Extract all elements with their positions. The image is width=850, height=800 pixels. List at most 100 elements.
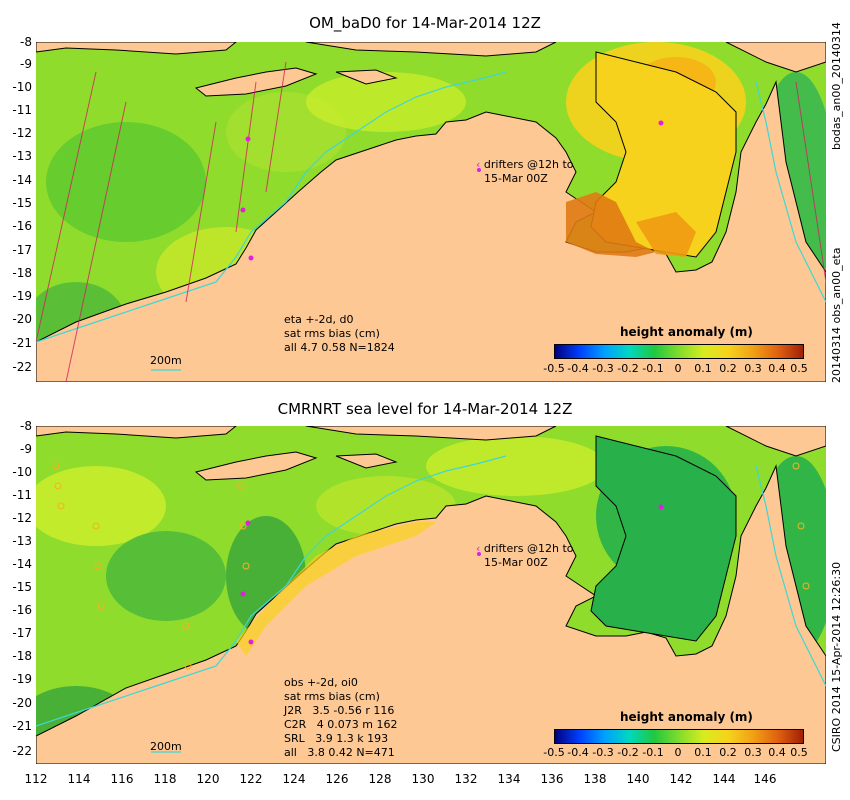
top-ylab: -19 xyxy=(12,289,32,303)
top-cbar-tick: 0.5 xyxy=(790,362,808,375)
bottom-ylab: -10 xyxy=(12,465,32,479)
bottom-scale-label: 200m xyxy=(150,740,182,753)
bottom-cbar-tick: 0.3 xyxy=(744,746,762,759)
x-axis-label: 122 xyxy=(239,772,263,786)
top-map xyxy=(36,42,826,382)
bottom-map xyxy=(36,426,826,764)
top-drifter-legend: ‹ drifters @12h to 15-Mar 00Z xyxy=(476,158,574,185)
side-label-obs-id: 20140314 obs_an00_eta xyxy=(830,247,843,383)
bottom-cbar-tick: -0.5 xyxy=(543,746,565,759)
bottom-cbar-tick: 0.4 xyxy=(768,746,786,759)
top-ylab: -18 xyxy=(12,266,32,280)
top-ylab: -8 xyxy=(20,35,32,49)
top-ylab: -15 xyxy=(12,196,32,210)
bottom-ylab: -17 xyxy=(12,626,32,640)
bottom-cbar-tick: -0.1 xyxy=(642,746,664,759)
bottom-ylab: -8 xyxy=(20,419,32,433)
top-ylab: -10 xyxy=(12,80,32,94)
bottom-cbar-tick: 0.1 xyxy=(694,746,712,759)
top-cbar-tick: 0.3 xyxy=(744,362,762,375)
bottom-cbar-tick: -0.3 xyxy=(592,746,614,759)
bottom-obs-tracks xyxy=(52,462,810,670)
top-cbar-tick: 0.2 xyxy=(719,362,737,375)
x-axis-label: 146 xyxy=(753,772,777,786)
bottom-cbar-tick: -0.2 xyxy=(617,746,639,759)
top-cbar-tick: -0.3 xyxy=(592,362,614,375)
top-ylab: -13 xyxy=(12,149,32,163)
bottom-colorbar-title: height anomaly (m) xyxy=(620,710,753,724)
bottom-timor xyxy=(194,451,318,481)
top-cbar-tick: 0.1 xyxy=(694,362,712,375)
bottom-200m-contour xyxy=(36,455,507,727)
bottom-ylab: -11 xyxy=(12,488,32,502)
bottom-panel-title: CMRNRT sea level for 14-Mar-2014 12Z xyxy=(277,400,573,418)
top-ylab: -22 xyxy=(12,360,32,374)
x-axis-label: 124 xyxy=(282,772,306,786)
top-cbar-tick: -0.5 xyxy=(543,362,565,375)
bottom-ylab: -19 xyxy=(12,672,32,686)
top-cbar-tick: -0.2 xyxy=(617,362,639,375)
bottom-drifters xyxy=(240,504,664,645)
top-satellite-tracks xyxy=(36,61,826,382)
bottom-australia-land xyxy=(36,464,826,764)
top-australia-land xyxy=(36,80,826,382)
top-drifters xyxy=(240,120,664,261)
x-axis-label: 134 xyxy=(497,772,521,786)
x-axis-label: 126 xyxy=(325,772,349,786)
x-axis-label: 144 xyxy=(712,772,736,786)
top-ylab: -16 xyxy=(12,219,32,233)
bottom-ylab: -18 xyxy=(12,649,32,663)
side-label-run-id: bodas_an00_20140314 xyxy=(830,22,843,150)
bottom-ylab: -21 xyxy=(12,719,32,733)
top-map-canvas xyxy=(36,42,826,382)
top-ylab: -21 xyxy=(12,336,32,350)
bottom-ylab: -16 xyxy=(12,603,32,617)
top-ylab: -17 xyxy=(12,243,32,257)
x-axis-label: 120 xyxy=(196,772,220,786)
top-cbar-tick: 0 xyxy=(674,362,682,375)
bottom-ylab: -12 xyxy=(12,511,32,525)
bottom-cbar-tick: 0.2 xyxy=(719,746,737,759)
x-axis-label: 128 xyxy=(368,772,392,786)
bottom-colorbar xyxy=(554,729,804,744)
top-new-guinea xyxy=(725,42,826,73)
x-axis-label: 140 xyxy=(626,772,650,786)
x-axis-label: 114 xyxy=(67,772,91,786)
bottom-cbar-tick: 0 xyxy=(674,746,682,759)
x-axis-label: 130 xyxy=(411,772,435,786)
x-axis-label: 138 xyxy=(583,772,607,786)
x-axis-label: 142 xyxy=(669,772,693,786)
x-axis-label: 112 xyxy=(24,772,48,786)
bottom-new-guinea xyxy=(725,426,826,457)
top-ylab: -12 xyxy=(12,126,32,140)
top-ylab: -14 xyxy=(12,173,32,187)
bottom-cbar-tick: -0.4 xyxy=(567,746,589,759)
bottom-ylab: -14 xyxy=(12,557,32,571)
top-ylab: -11 xyxy=(12,103,32,117)
top-cbar-tick: -0.1 xyxy=(642,362,664,375)
side-label-credit: CSIRO 2014 15-Apr-2014 12:26:30 xyxy=(830,561,843,752)
x-axis-label: 118 xyxy=(153,772,177,786)
bottom-gulf-water xyxy=(590,435,737,642)
x-axis-label: 116 xyxy=(110,772,134,786)
top-200m-contour xyxy=(36,71,507,343)
bottom-map-canvas xyxy=(36,426,826,764)
x-axis-label: 136 xyxy=(540,772,564,786)
top-scale-label: 200m xyxy=(150,354,182,367)
bottom-drifter-legend: ‹ drifters @12h to 15-Mar 00Z xyxy=(476,542,574,569)
bottom-cbar-tick: 0.5 xyxy=(790,746,808,759)
top-cbar-tick: 0.4 xyxy=(768,362,786,375)
top-cbar-tick: -0.4 xyxy=(567,362,589,375)
top-colorbar xyxy=(554,344,804,359)
bottom-ylab: -20 xyxy=(12,696,32,710)
bottom-ylab: -9 xyxy=(20,442,32,456)
top-ylab: -9 xyxy=(20,57,32,71)
bottom-ylab: -15 xyxy=(12,580,32,594)
top-stats-annotation: eta +-2d, d0 sat rms bias (cm) all 4.7 0… xyxy=(284,313,395,354)
top-ylab: -20 xyxy=(12,312,32,326)
top-colorbar-title: height anomaly (m) xyxy=(620,325,753,339)
bottom-stats-annotation: obs +-2d, oi0 sat rms bias (cm) J2R 3.5 … xyxy=(284,676,398,759)
top-panel-title: OM_baD0 for 14-Mar-2014 12Z xyxy=(309,14,541,32)
bottom-ylab: -22 xyxy=(12,744,32,758)
x-axis-label: 132 xyxy=(454,772,478,786)
